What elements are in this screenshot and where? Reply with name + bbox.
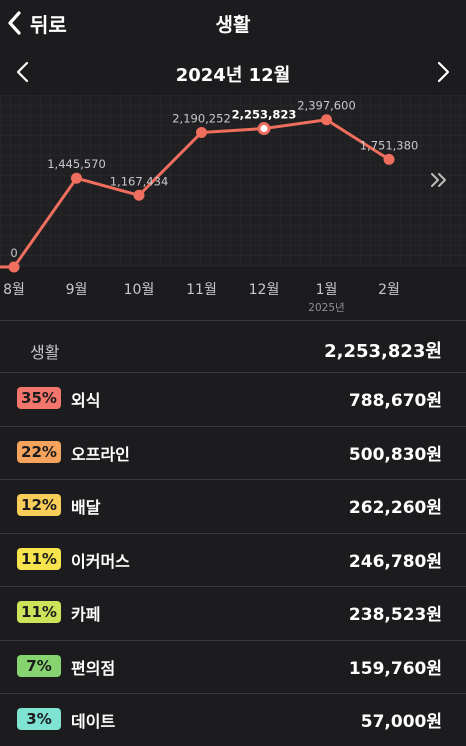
data-point[interactable] [71, 172, 82, 184]
category-name: 이커머스 [71, 551, 130, 571]
data-label: 1,445,570 [47, 157, 106, 171]
percent-badge: 35% [17, 387, 61, 409]
category-amount: 246,780원 [348, 551, 442, 572]
year-note: 2025년 [308, 302, 344, 314]
category-name: 편의점 [71, 658, 116, 678]
category-amount: 159,760원 [348, 658, 442, 679]
category-row[interactable]: 35% 외식 788,670원 [0, 372, 466, 425]
x-tick-label[interactable]: 12월 [249, 282, 280, 298]
category-amount: 262,260원 [348, 498, 442, 518]
monthly-chart: 0 8월 1,445,570 9월 1,167,434 10월 2,190,252 11월 2,… [0, 95, 466, 320]
row-divider [0, 639, 466, 641]
percent-badge: 11% [17, 601, 61, 623]
summary-label: 생활 [30, 343, 60, 362]
row-divider [0, 479, 466, 480]
summary-row: 생활 2,253,823원 [0, 322, 466, 372]
month-title: 2024년 12월 [175, 65, 291, 86]
category-amount: 788,670원 [348, 391, 442, 411]
percent-badge: 7% [17, 654, 61, 677]
data-point[interactable] [383, 153, 395, 165]
category-row[interactable]: 22% 오프라인 500,830원 [0, 426, 466, 479]
category-amount: 57,000원 [360, 712, 442, 732]
divider [0, 320, 466, 321]
category-amount: 238,523원 [348, 605, 442, 625]
percent-badge: 11% [17, 547, 61, 570]
x-tick-label[interactable]: 11월 [186, 282, 217, 298]
line-chart: 0 8월 1,445,570 9월 1,167,434 10월 2,190,252 11월 2,… [0, 95, 466, 314]
data-label: 0 [10, 246, 17, 260]
category-name: 데이트 [71, 712, 116, 731]
category-name: 오프라인 [71, 444, 130, 464]
category-amount: 500,830원 [348, 444, 442, 465]
percent-badge: 22% [17, 440, 61, 463]
row-divider [0, 425, 466, 427]
category-row[interactable]: 11% 이커머스 246,780원 [0, 533, 466, 586]
category-name: 카페 [71, 605, 101, 624]
page-title: 생활 [215, 14, 251, 36]
back-label: 뒤로 [30, 12, 67, 37]
category-row[interactable]: 3% 데이트 57,000원 [0, 693, 466, 746]
data-label: 2,253,823 [232, 108, 297, 122]
month-navigation: 2024년 12월 [0, 52, 466, 92]
data-point[interactable] [321, 114, 332, 126]
top-bar: 뒤로 생활 [0, 0, 466, 46]
category-row[interactable]: 12% 배달 262,260원 [0, 479, 466, 532]
row-divider [0, 693, 466, 694]
x-tick-label[interactable]: 2월 [378, 282, 400, 298]
data-point[interactable] [196, 126, 207, 138]
category-name: 외식 [71, 391, 101, 410]
row-divider [0, 372, 466, 373]
percent-badge: 3% [17, 708, 61, 730]
percent-badge: 12% [17, 494, 61, 516]
data-label: 2,190,252 [172, 111, 231, 125]
data-point[interactable] [133, 189, 145, 201]
summary-total: 2,253,823원 [324, 341, 442, 362]
double-chevron-right-icon[interactable] [424, 165, 454, 195]
row-divider [0, 532, 466, 534]
back-button[interactable]: 뒤로 [6, 6, 67, 40]
data-label: 1,167,434 [110, 174, 169, 188]
x-tick-label[interactable]: 1월 [316, 282, 338, 298]
previous-month-button[interactable] [12, 60, 34, 84]
row-divider [0, 586, 466, 587]
category-name: 배달 [71, 498, 101, 517]
x-tick-label[interactable]: 10월 [124, 282, 155, 298]
x-tick-label[interactable]: 8월 [3, 282, 25, 298]
category-row[interactable]: 7% 편의점 159,760원 [0, 640, 466, 693]
data-label: 1,751,380 [360, 138, 419, 152]
data-point[interactable] [8, 261, 20, 273]
selected-data-point[interactable] [257, 122, 271, 136]
chevron-left-icon [8, 11, 21, 35]
series-line [0, 118, 390, 269]
category-row[interactable]: 11% 카페 238,523원 [0, 586, 466, 639]
next-month-button[interactable] [432, 60, 454, 84]
data-label: 2,397,600 [297, 99, 356, 113]
x-tick-label[interactable]: 9월 [66, 282, 88, 298]
